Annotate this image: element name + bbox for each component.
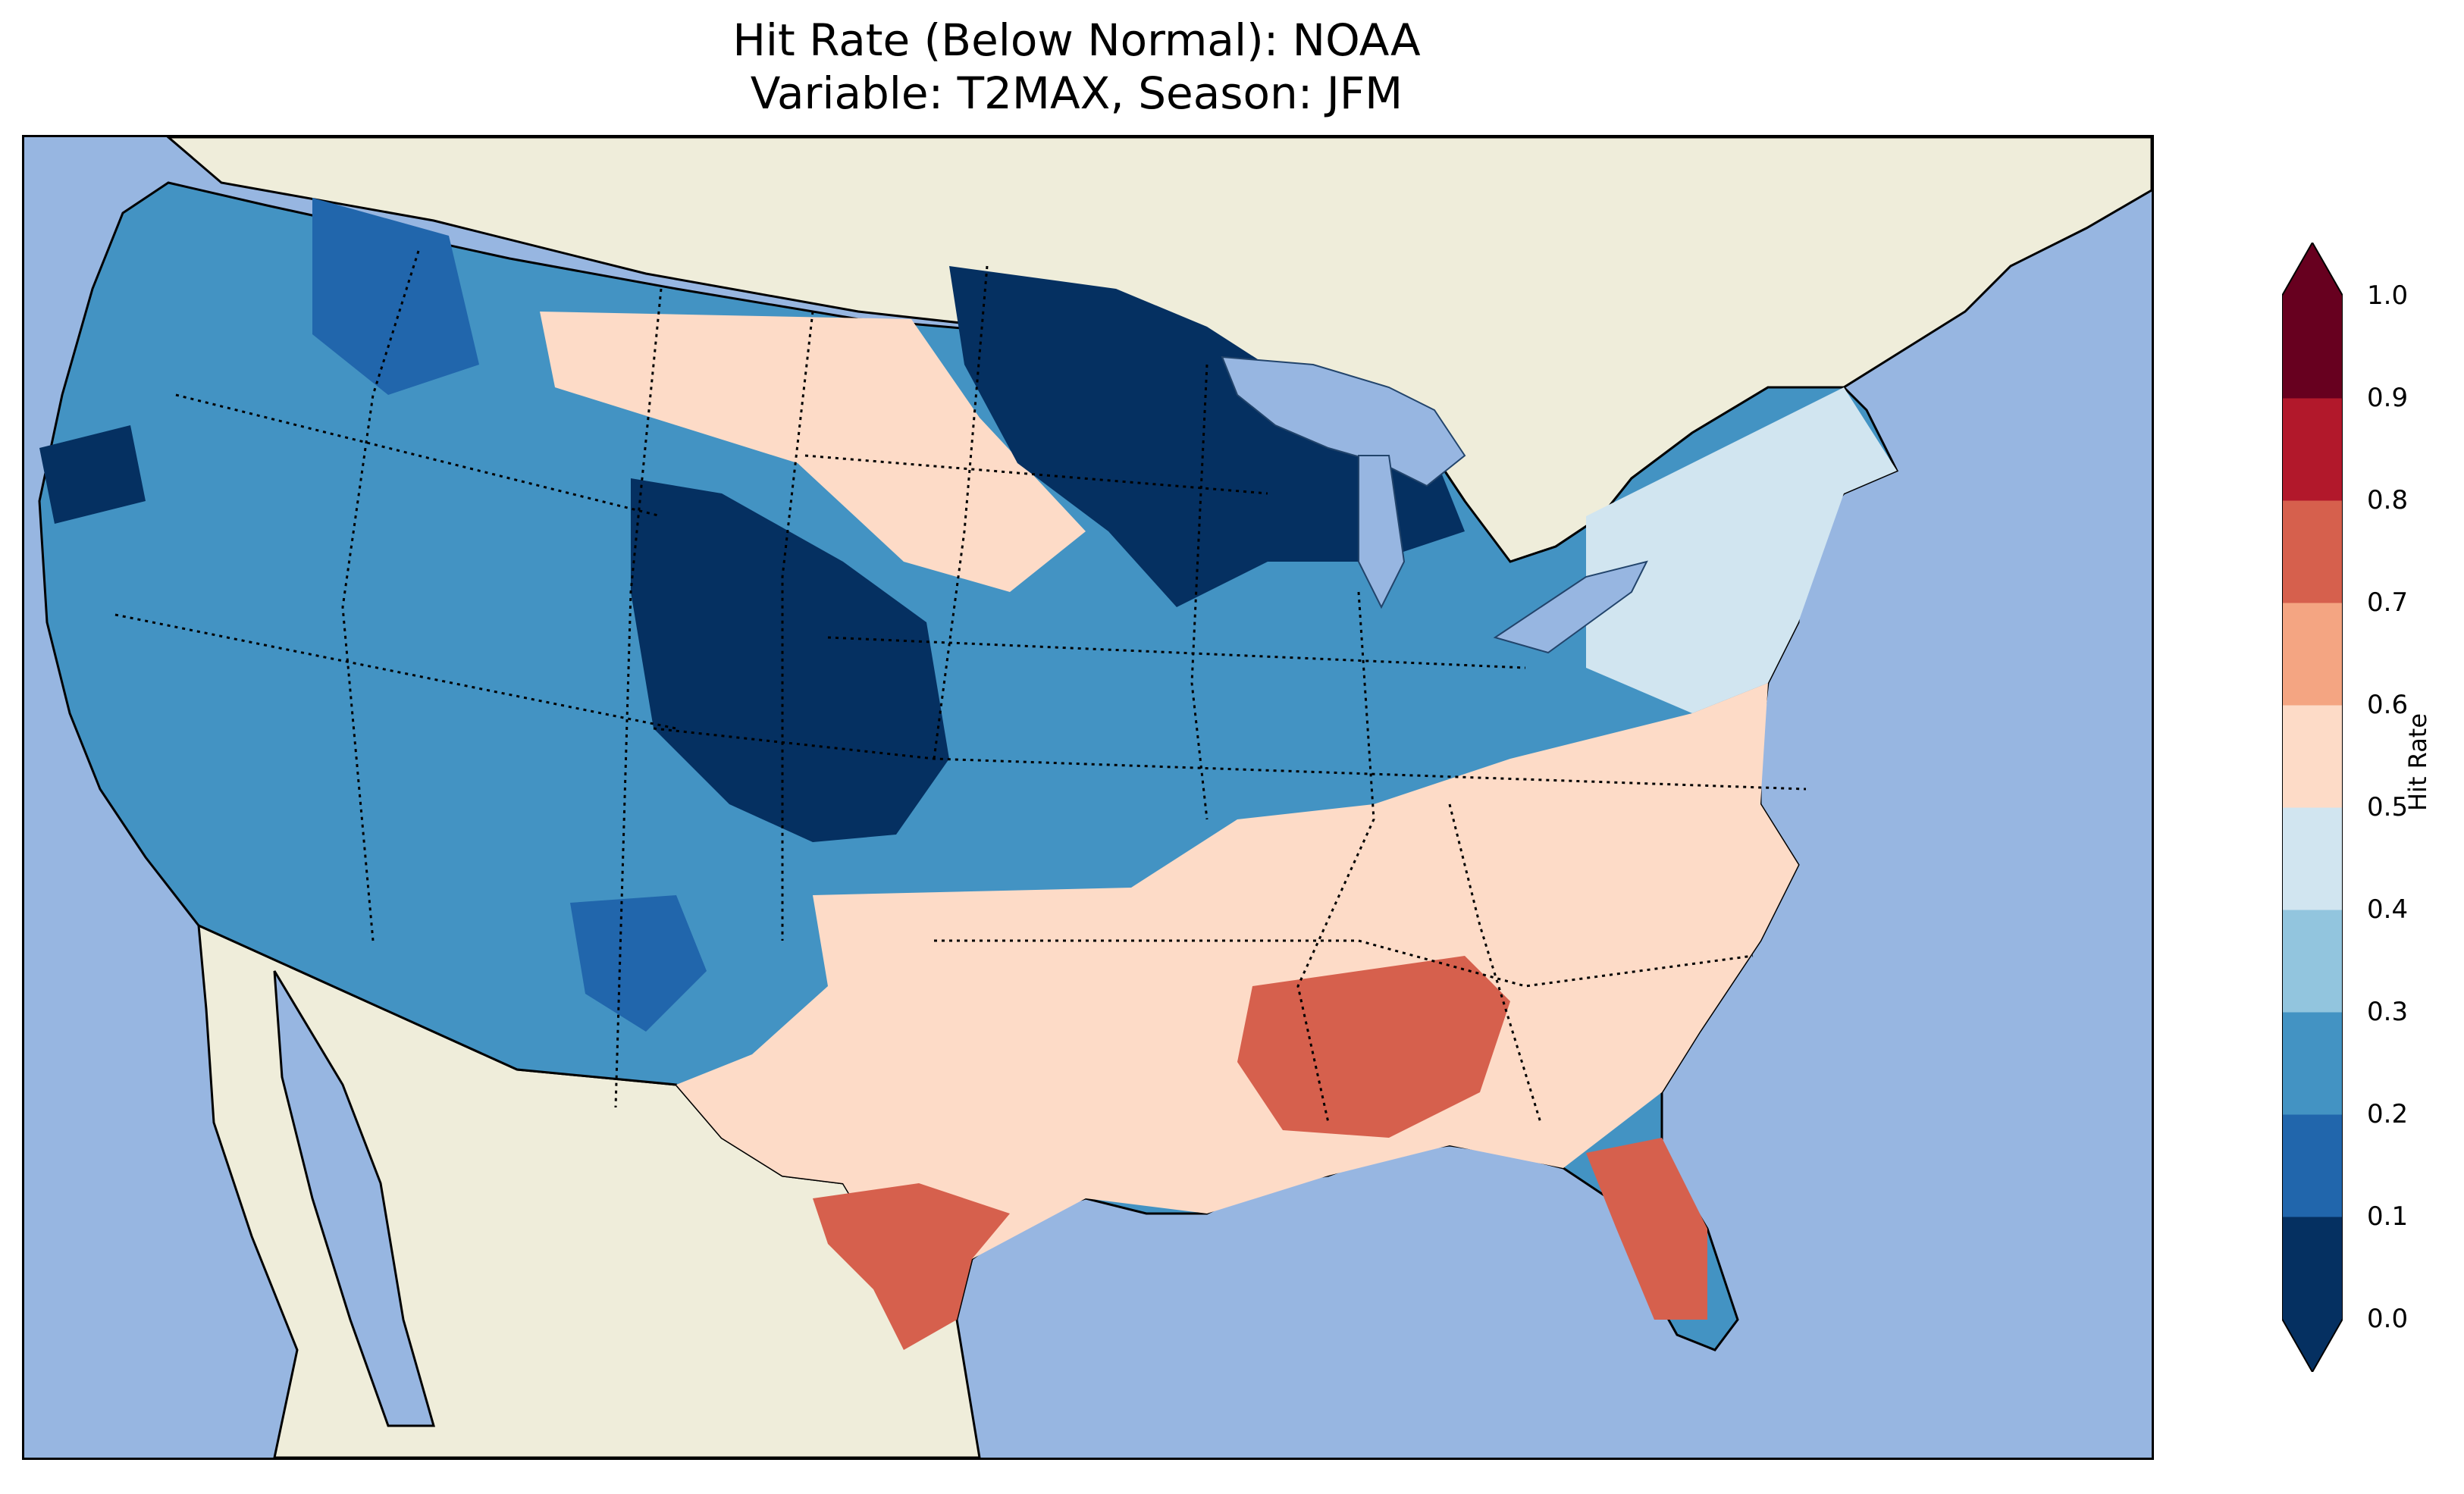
tick-label-0-4: 0.4	[2367, 894, 2409, 925]
tick-label-0-2: 0.2	[2367, 1099, 2409, 1129]
colorbar-segment	[2282, 705, 2343, 808]
colorbar-segments	[2282, 296, 2343, 1320]
northwest-cold-patch	[312, 198, 479, 395]
colorbar-segment	[2282, 807, 2343, 910]
title-line-1: Hit Rate (Below Normal): NOAA	[732, 14, 1421, 66]
plains-warm-patch	[540, 312, 1086, 592]
tick-label-1-0: 1.0	[2367, 280, 2409, 311]
colorbar	[2281, 240, 2343, 1374]
arizona-dark-patch	[570, 895, 707, 1032]
tick-label-0-3: 0.3	[2367, 997, 2409, 1027]
colorbar-segment	[2282, 910, 2343, 1013]
tick-label-0-5: 0.5	[2367, 792, 2409, 822]
southeast-hot-patch	[1237, 956, 1510, 1138]
tick-label-0-6: 0.6	[2367, 690, 2409, 720]
colorbar-segment	[2282, 1217, 2343, 1320]
map-title: Hit Rate (Below Normal): NOAA Variable: …	[0, 14, 2153, 120]
colorbar-segment	[2282, 603, 2343, 706]
colorbar-segment	[2282, 500, 2343, 603]
lake-erie-ontario	[1493, 560, 1648, 654]
southern-warm-patch	[676, 683, 1798, 1259]
upper-midwest-cold-patch	[949, 266, 1465, 607]
colorbar-segment	[2282, 1114, 2343, 1217]
tick-label-0-0: 0.0	[2367, 1304, 2409, 1334]
colorbar-segment	[2282, 296, 2343, 399]
texas-hot-patch	[813, 1183, 1010, 1350]
title-line-2: Variable: T2MAX, Season: JFM	[750, 67, 1403, 119]
tick-label-0-8: 0.8	[2367, 485, 2409, 515]
state-borders	[114, 250, 1807, 1123]
oregon-coast-cold	[39, 425, 146, 524]
colorbar-segment	[2282, 1012, 2343, 1115]
map-panel	[22, 135, 2154, 1460]
colorbar-top-extend	[2282, 243, 2343, 296]
map-svg	[38, 137, 2152, 1458]
wyoming-cold-patch	[631, 478, 949, 842]
baja-gulf	[273, 970, 435, 1427]
tick-label-0-1: 0.1	[2367, 1201, 2409, 1232]
colorbar-label: Hit Rate	[2403, 713, 2432, 811]
colorbar-bottom-extend	[2282, 1319, 2343, 1372]
florida-hot-patch	[1586, 1138, 1707, 1320]
tick-label-0-9: 0.9	[2367, 383, 2409, 413]
northeast-light-patch	[1586, 387, 1897, 713]
colorbar-svg	[2281, 240, 2343, 1374]
tick-label-0-7: 0.7	[2367, 587, 2409, 618]
lake-michigan	[1358, 455, 1406, 609]
great-lakes	[1221, 355, 1466, 487]
colorbar-segment	[2282, 398, 2343, 501]
